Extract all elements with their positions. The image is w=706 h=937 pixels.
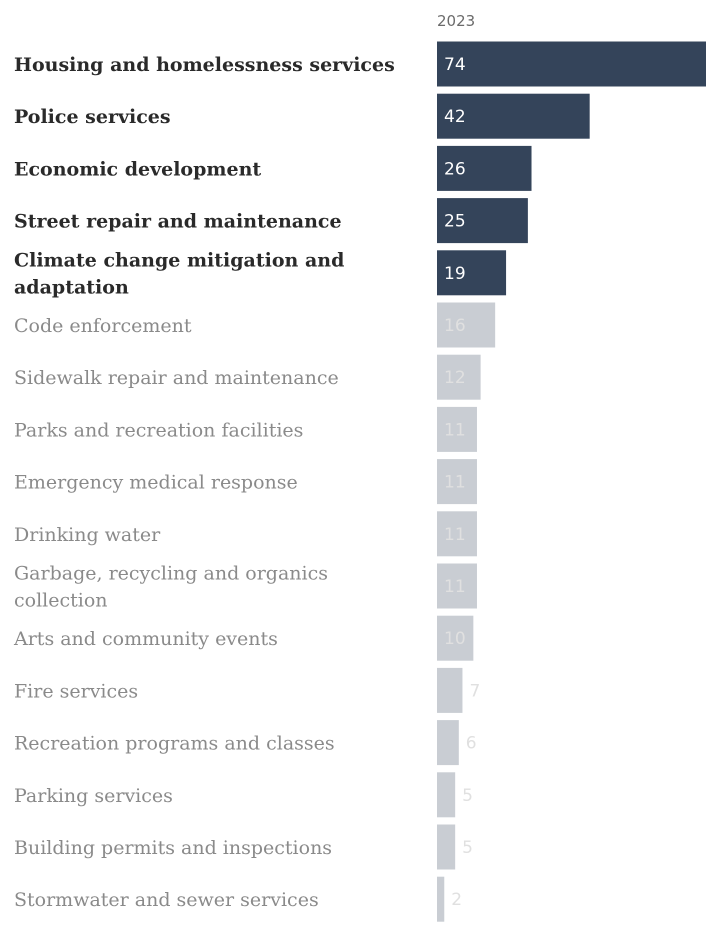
bar-row: Police services 42 [14, 93, 590, 139]
value-label: 25 [444, 212, 466, 232]
bar-row: Arts and community events 10 [13, 615, 474, 661]
category-label: Police services [14, 106, 171, 128]
category-label-line: Parking services [14, 785, 173, 807]
bar-row: Code enforcement 16 [14, 302, 496, 348]
category-label-line: Parks and recreation facilities [14, 419, 303, 441]
value-label: 74 [444, 55, 466, 75]
value-label: 11 [444, 525, 466, 545]
bar-rows: Housing and homelessness services 74 Polic… [13, 41, 706, 922]
category-label-line: adaptation [14, 276, 129, 298]
value-label: 11 [444, 577, 466, 597]
bar [437, 198, 528, 244]
value-label: 11 [444, 420, 466, 440]
category-label: Fire services [14, 680, 138, 702]
bar-row: Drinking water 11 [14, 511, 477, 557]
bar [437, 93, 590, 139]
bar-row: Building permits and inspections 5 [14, 824, 473, 870]
value-label: 6 [466, 734, 477, 754]
bar-row: Garbage, recycling and organics collectio… [14, 563, 477, 612]
value-label: 2 [451, 890, 462, 910]
bar [437, 511, 477, 557]
bar [437, 824, 456, 870]
bar-row: Sidewalk repair and maintenance 12 [14, 354, 481, 400]
value-label: 7 [469, 681, 480, 701]
bar-row: Climate change mitigation and adaptation 1… [14, 249, 507, 298]
category-label-line: Fire services [14, 680, 138, 702]
bar [437, 406, 477, 452]
category-label: Arts and community events [13, 628, 278, 650]
category-label-line: Police services [14, 106, 171, 128]
bar-row: Stormwater and sewer services 2 [14, 876, 462, 922]
category-label: Emergency medical response [14, 472, 298, 494]
bar-row: Emergency medical response 11 [14, 459, 477, 505]
bar-row: Parking services 5 [14, 772, 473, 818]
bar [437, 615, 474, 661]
category-label-line: Recreation programs and classes [14, 733, 335, 755]
category-label-line: Building permits and inspections [14, 837, 332, 859]
category-label: Sidewalk repair and maintenance [14, 367, 339, 389]
category-label: Housing and homelessness services [14, 54, 395, 76]
bar [437, 354, 481, 400]
category-label-line: Code enforcement [14, 315, 192, 337]
bar [437, 145, 532, 191]
category-label: Street repair and maintenance [14, 211, 342, 233]
value-label: 12 [444, 368, 466, 388]
bar [437, 720, 459, 766]
category-label-line: Arts and community events [13, 628, 278, 650]
category-label: Economic development [14, 158, 261, 180]
category-label: Stormwater and sewer services [14, 889, 319, 911]
category-label-line: Economic development [14, 158, 261, 180]
category-label: Parking services [14, 785, 173, 807]
category-label-line: Street repair and maintenance [14, 211, 342, 233]
category-label: Code enforcement [14, 315, 192, 337]
category-label: Climate change mitigation and adaptation [14, 249, 344, 298]
bar [437, 302, 496, 348]
category-label: Garbage, recycling and organics collectio… [14, 563, 328, 612]
value-label: 5 [462, 786, 473, 806]
category-label-line: Garbage, recycling and organics [14, 563, 328, 585]
category-label: Recreation programs and classes [14, 733, 335, 755]
bar [437, 876, 445, 922]
bar [437, 250, 507, 296]
value-label: 16 [444, 316, 466, 336]
bar [437, 563, 477, 609]
value-label: 5 [462, 838, 473, 858]
bar-row: Fire services 7 [14, 667, 480, 713]
category-label-line: Climate change mitigation and [14, 249, 344, 271]
bar [437, 772, 456, 818]
bar-row: Street repair and maintenance 25 [14, 198, 528, 244]
category-label-line: Sidewalk repair and maintenance [14, 367, 339, 389]
category-label-line: Emergency medical response [14, 472, 298, 494]
value-label: 42 [444, 107, 466, 127]
bar [437, 459, 477, 505]
value-label: 19 [444, 264, 466, 284]
bar-row: Parks and recreation facilities 11 [14, 406, 477, 452]
category-label: Parks and recreation facilities [14, 419, 303, 441]
category-label-line: Stormwater and sewer services [14, 889, 319, 911]
bar [437, 41, 706, 87]
bar [437, 667, 463, 713]
bar-row: Recreation programs and classes 6 [14, 720, 477, 766]
value-label: 11 [444, 473, 466, 493]
category-label-line: Housing and homelessness services [14, 54, 395, 76]
category-label-line: collection [14, 590, 108, 612]
value-label: 26 [444, 159, 466, 179]
category-label: Drinking water [14, 524, 161, 546]
value-label: 10 [444, 629, 466, 649]
bar-row: Housing and homelessness services 74 [14, 41, 706, 87]
bar-row: Economic development 26 [14, 145, 532, 191]
category-label-line: Drinking water [14, 524, 161, 546]
column-header: 2023 [437, 12, 475, 30]
category-label: Building permits and inspections [14, 837, 332, 859]
